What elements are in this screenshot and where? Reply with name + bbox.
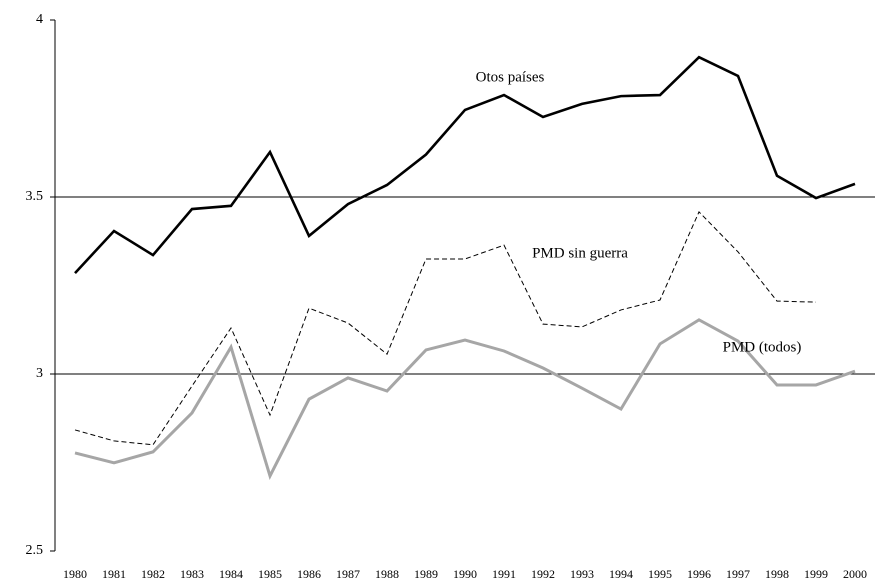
x-tick-label: 1980 [63,567,87,580]
series-line [74,55,856,274]
x-tick-label: 1983 [180,567,204,580]
x-tick-label: 1997 [726,567,750,580]
x-tick-label: 1986 [297,567,321,580]
series-line [74,210,817,446]
x-tick-label: 1998 [765,567,789,580]
x-tick-label: 1992 [531,567,555,580]
x-tick-label: 1993 [570,567,594,580]
x-tick-label: 1990 [453,567,477,580]
x-tick-label: 1982 [141,567,165,580]
x-tick-label: 1988 [375,567,399,580]
x-tick-label: 1989 [414,567,438,580]
x-tick-label: 1984 [219,567,243,580]
series-label: Otos países [476,69,545,85]
y-tick-label: 2.5 [26,543,44,558]
y-tick-label: 4 [36,12,43,27]
x-tick-label: 1995 [648,567,672,580]
x-tick-label: 1999 [804,567,828,580]
series-label: PMD sin guerra [532,245,628,261]
series-label: PMD (todos) [723,339,802,355]
x-tick-label: 2000 [843,567,867,580]
y-tick-label: 3 [36,366,43,381]
x-tick-label: 1996 [687,567,711,580]
series-line [74,318,856,480]
x-tick-label: 1985 [258,567,282,580]
x-tick-label: 1981 [102,567,126,580]
y-tick-label: 3.5 [26,189,44,204]
x-tick-label: 1994 [609,567,633,580]
x-tick-label: 1991 [492,567,516,580]
x-tick-label: 1987 [336,567,360,580]
